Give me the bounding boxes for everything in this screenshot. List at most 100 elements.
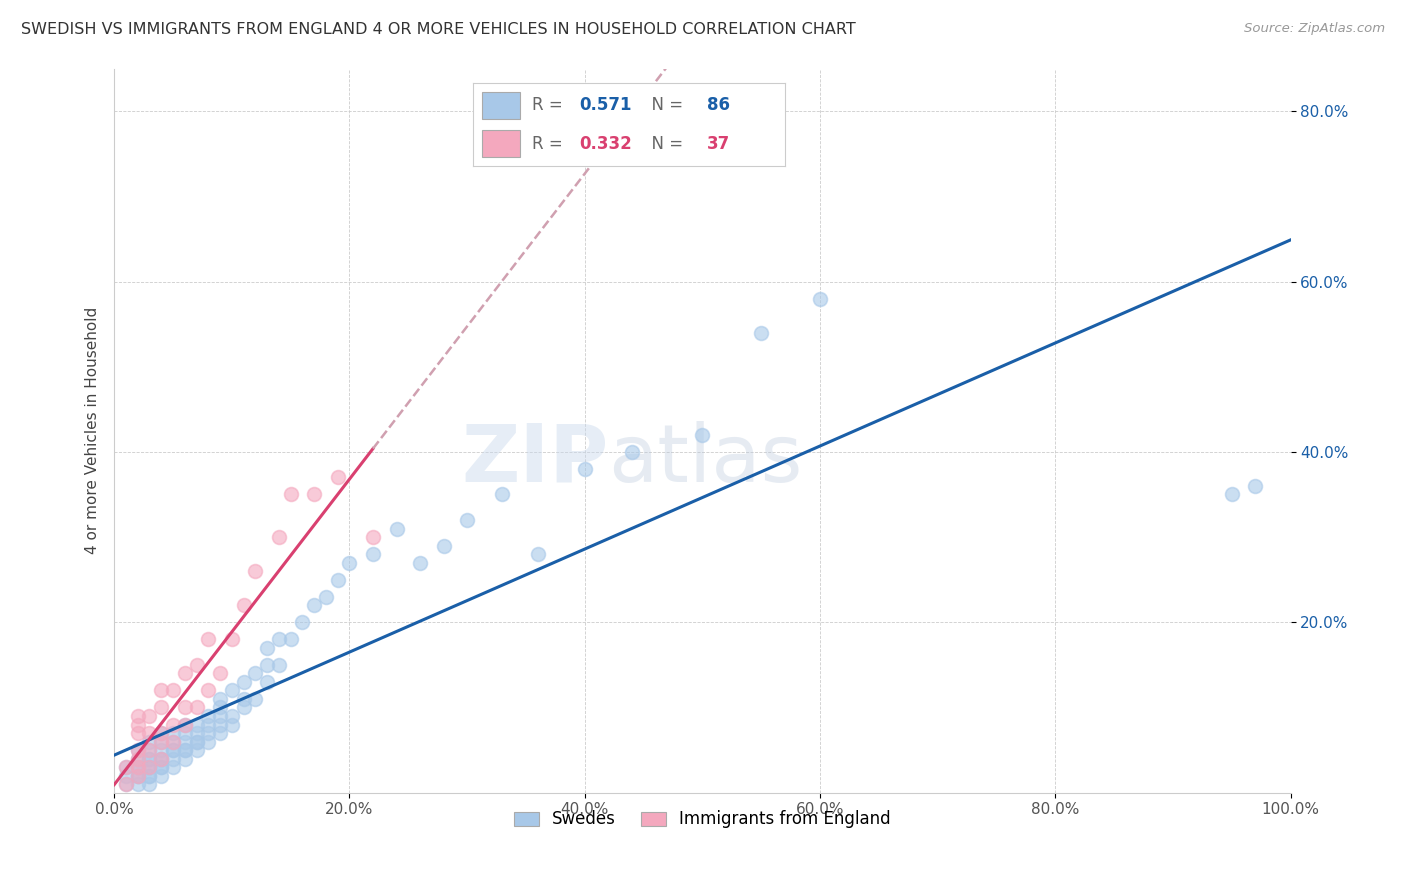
Point — [620, 445, 643, 459]
Point — [162, 734, 184, 748]
Point — [138, 760, 160, 774]
Point — [127, 769, 149, 783]
Point — [221, 632, 243, 647]
Point — [127, 760, 149, 774]
Point — [232, 700, 254, 714]
Point — [150, 700, 173, 714]
Point — [526, 547, 548, 561]
Point — [138, 760, 160, 774]
Point — [138, 709, 160, 723]
Point — [291, 615, 314, 630]
Point — [197, 683, 219, 698]
Point — [150, 751, 173, 765]
Point — [138, 751, 160, 765]
Point — [150, 760, 173, 774]
Point — [162, 734, 184, 748]
Point — [150, 734, 173, 748]
Point — [197, 726, 219, 740]
Point — [138, 777, 160, 791]
Point — [326, 470, 349, 484]
Point — [138, 751, 160, 765]
Point — [267, 530, 290, 544]
Text: Source: ZipAtlas.com: Source: ZipAtlas.com — [1244, 22, 1385, 36]
Point — [162, 751, 184, 765]
Point — [138, 743, 160, 757]
Point — [209, 666, 232, 681]
Point — [749, 326, 772, 340]
Point — [232, 674, 254, 689]
Point — [221, 683, 243, 698]
Point — [127, 717, 149, 731]
Point — [245, 692, 267, 706]
Point — [315, 590, 337, 604]
Point — [162, 726, 184, 740]
Point — [127, 751, 149, 765]
Point — [186, 700, 208, 714]
Point — [173, 717, 195, 731]
Point — [186, 734, 208, 748]
Point — [280, 487, 302, 501]
Point — [162, 760, 184, 774]
Point — [1244, 479, 1267, 493]
Point — [186, 717, 208, 731]
Point — [197, 734, 219, 748]
Point — [138, 734, 160, 748]
Point — [574, 462, 596, 476]
Point — [1220, 487, 1243, 501]
Point — [491, 487, 513, 501]
Point — [302, 487, 325, 501]
Point — [326, 573, 349, 587]
Point — [209, 700, 232, 714]
Point — [115, 760, 138, 774]
Point — [162, 743, 184, 757]
Point — [186, 657, 208, 672]
Point — [127, 743, 149, 757]
Point — [256, 657, 278, 672]
Point — [173, 700, 195, 714]
Point — [173, 751, 195, 765]
Point — [162, 743, 184, 757]
Point — [150, 769, 173, 783]
Point — [173, 717, 195, 731]
Text: SWEDISH VS IMMIGRANTS FROM ENGLAND 4 OR MORE VEHICLES IN HOUSEHOLD CORRELATION C: SWEDISH VS IMMIGRANTS FROM ENGLAND 4 OR … — [21, 22, 856, 37]
Point — [186, 734, 208, 748]
Point — [150, 683, 173, 698]
Point — [162, 683, 184, 698]
Point — [209, 726, 232, 740]
Point — [138, 769, 160, 783]
Point — [162, 717, 184, 731]
Point — [173, 743, 195, 757]
Point — [127, 726, 149, 740]
Point — [692, 427, 714, 442]
Point — [138, 769, 160, 783]
Point — [456, 513, 478, 527]
Point — [150, 734, 173, 748]
Point — [115, 777, 138, 791]
Point — [173, 726, 195, 740]
Point — [150, 751, 173, 765]
Point — [115, 760, 138, 774]
Point — [361, 530, 384, 544]
Point — [267, 632, 290, 647]
Point — [173, 666, 195, 681]
Point — [197, 709, 219, 723]
Point — [209, 709, 232, 723]
Point — [138, 726, 160, 740]
Text: ZIP: ZIP — [461, 420, 609, 499]
Point — [150, 751, 173, 765]
Point — [808, 292, 831, 306]
Point — [127, 751, 149, 765]
Point — [138, 743, 160, 757]
Point — [221, 717, 243, 731]
Point — [256, 640, 278, 655]
Legend: Swedes, Immigrants from England: Swedes, Immigrants from England — [508, 804, 897, 835]
Point — [150, 726, 173, 740]
Point — [245, 666, 267, 681]
Point — [385, 522, 408, 536]
Point — [115, 777, 138, 791]
Point — [361, 547, 384, 561]
Point — [186, 743, 208, 757]
Point — [150, 743, 173, 757]
Point — [256, 674, 278, 689]
Y-axis label: 4 or more Vehicles in Household: 4 or more Vehicles in Household — [86, 307, 100, 554]
